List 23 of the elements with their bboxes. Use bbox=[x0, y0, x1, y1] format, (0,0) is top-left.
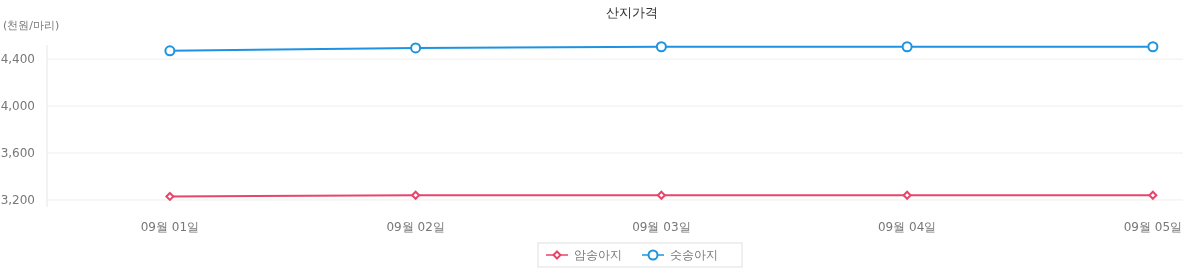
point bbox=[410, 42, 422, 54]
x-tick-label: 09월 03일 bbox=[632, 220, 691, 234]
y-tick-label: 3,600 bbox=[0, 146, 35, 160]
x-tick-label: 09월 02일 bbox=[386, 220, 445, 234]
x-tick-label: 09월 01일 bbox=[140, 220, 200, 234]
y-axis-title: (천원/마리) bbox=[3, 19, 60, 32]
legend-label: 숫송아지 bbox=[670, 248, 718, 262]
legend-label: 암송아지 bbox=[574, 248, 622, 262]
y-tick-label: 3,200 bbox=[0, 192, 35, 207]
x-tick-label: 09월 05일 bbox=[1123, 220, 1183, 234]
chart-title: 산지가격 bbox=[606, 5, 658, 20]
point bbox=[165, 191, 175, 201]
point bbox=[656, 190, 666, 200]
point bbox=[411, 190, 421, 200]
point bbox=[901, 41, 913, 53]
point bbox=[902, 190, 912, 200]
point bbox=[1147, 41, 1159, 53]
y-tick-label: 4,400 bbox=[0, 52, 35, 67]
point bbox=[655, 41, 667, 53]
y-tick-label: 4,000 bbox=[0, 99, 35, 114]
point bbox=[164, 45, 176, 57]
point bbox=[1148, 190, 1158, 200]
x-tick-label: 09월 04일 bbox=[877, 220, 937, 234]
